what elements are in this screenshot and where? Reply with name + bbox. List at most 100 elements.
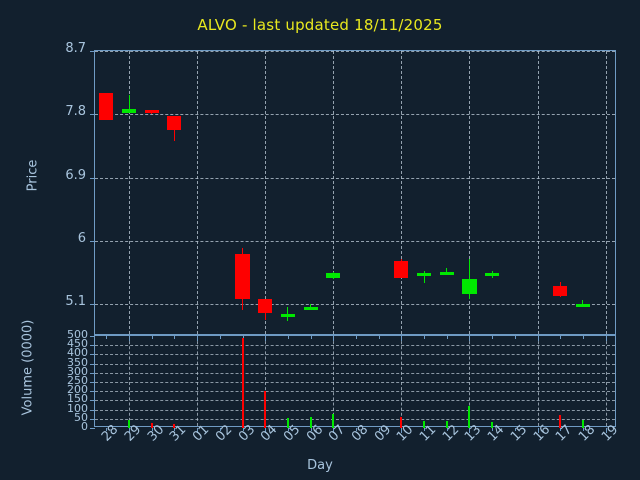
- volume-tick-mark: [90, 336, 95, 337]
- price-gridline-vertical: [401, 51, 403, 334]
- day-tick-mark-top: [310, 336, 312, 339]
- day-tick-mark: [310, 428, 312, 431]
- day-tick-mark-top: [514, 336, 516, 339]
- candle-body: [258, 298, 273, 313]
- volume-gridline-vertical: [197, 336, 199, 426]
- day-tick-mark: [560, 428, 562, 431]
- day-tick-mark-top: [129, 336, 131, 341]
- volume-bar: [332, 414, 335, 428]
- volume-tick-mark: [90, 428, 95, 429]
- candle-body: [575, 304, 590, 308]
- day-tick-mark: [469, 428, 471, 433]
- volume-gridline-vertical: [265, 336, 267, 426]
- price-gridline: [95, 241, 615, 242]
- day-tick-mark-top: [333, 336, 335, 341]
- candle-wick: [446, 267, 448, 274]
- volume-bar: [241, 337, 244, 428]
- day-tick-mark: [151, 428, 153, 431]
- volume-tick-mark: [90, 418, 95, 420]
- price-tick-label: 6.9: [65, 167, 86, 183]
- candle-body: [439, 271, 454, 275]
- day-tick-mark: [197, 428, 199, 433]
- price-gridline-vertical: [265, 51, 267, 334]
- day-tick-mark-top: [582, 336, 584, 339]
- price-gridline: [95, 304, 615, 306]
- volume-tick-label: 450: [67, 337, 88, 351]
- candle-wick: [468, 259, 470, 299]
- candle-wick: [423, 270, 425, 284]
- day-tick-mark-top: [469, 336, 471, 341]
- price-gridline: [95, 177, 615, 179]
- price-gridline-vertical: [605, 51, 607, 334]
- day-tick-mark-top: [151, 336, 153, 339]
- day-tick-mark-top: [242, 336, 244, 339]
- volume-tick-label: 300: [67, 364, 88, 378]
- volume-tick-mark: [90, 372, 95, 374]
- day-tick-mark: [401, 428, 403, 433]
- price-gridline-vertical: [537, 51, 539, 334]
- day-tick-mark-top: [287, 336, 289, 339]
- volume-gridline-vertical: [333, 336, 335, 426]
- candle-wick: [582, 300, 584, 306]
- day-tick-mark-top: [174, 336, 176, 339]
- day-tick-mark-top: [537, 336, 539, 341]
- volume-gridline: [95, 363, 615, 365]
- volume-tick-mark: [90, 354, 95, 356]
- day-tick-mark-top: [106, 336, 108, 339]
- day-tick-mark: [424, 428, 426, 431]
- day-tick-mark-top: [424, 336, 426, 339]
- volume-tick-mark: [90, 345, 95, 347]
- volume-bar: [150, 422, 153, 428]
- price-tick-mark: [90, 241, 95, 242]
- volume-tick-label: 250: [67, 374, 88, 387]
- chart-title: ALVO - last updated 18/11/2025: [197, 16, 443, 34]
- volume-bar: [445, 421, 448, 428]
- day-tick-mark: [537, 428, 539, 433]
- volume-gridline: [95, 372, 615, 374]
- day-tick-mark-top: [560, 336, 562, 339]
- day-tick-mark: [219, 428, 221, 431]
- candle-body: [485, 273, 500, 277]
- price-tick-mark: [90, 304, 95, 306]
- volume-axis-title: Volume (0000): [20, 319, 36, 416]
- candle-body: [553, 286, 568, 296]
- price-tick-mark: [90, 177, 95, 179]
- volume-gridline: [95, 418, 615, 420]
- candle-wick: [128, 94, 130, 113]
- day-tick-mark-top: [605, 336, 607, 341]
- volume-plot-area: [90, 335, 616, 433]
- day-tick-mark: [287, 428, 289, 431]
- price-tick-mark: [90, 51, 95, 52]
- day-tick-mark: [174, 428, 176, 431]
- volume-bar: [286, 417, 289, 428]
- price-gridline-vertical: [333, 51, 335, 334]
- volume-gridline-vertical: [129, 336, 131, 426]
- volume-tick-label: 100: [67, 401, 88, 415]
- volume-gridline: [95, 345, 615, 347]
- volume-tick-mark: [90, 363, 95, 365]
- candle-body: [280, 314, 295, 318]
- day-tick-mark: [492, 428, 494, 431]
- price-gridline-vertical: [129, 51, 131, 334]
- volume-bar: [468, 406, 471, 428]
- candle-body: [326, 273, 341, 278]
- day-tick-mark: [129, 428, 131, 433]
- volume-tick-mark: [90, 400, 95, 402]
- volume-bar: [264, 391, 267, 428]
- volume-gridline-vertical: [401, 336, 403, 426]
- volume-tick-label: 150: [67, 392, 88, 406]
- day-tick-mark-top: [446, 336, 448, 339]
- day-tick-mark: [265, 428, 267, 433]
- day-tick-mark-top: [492, 336, 494, 339]
- volume-bar: [128, 420, 131, 428]
- volume-bar: [400, 416, 403, 428]
- volume-gridline: [95, 382, 615, 383]
- day-tick-mark-top: [378, 336, 380, 339]
- day-tick-mark: [242, 428, 244, 431]
- volume-tick-label: 400: [67, 346, 88, 360]
- day-tick-mark-top: [356, 336, 357, 339]
- candle-body: [462, 279, 477, 295]
- price-tick-label: 6: [77, 231, 86, 246]
- day-tick-mark-top: [265, 336, 267, 341]
